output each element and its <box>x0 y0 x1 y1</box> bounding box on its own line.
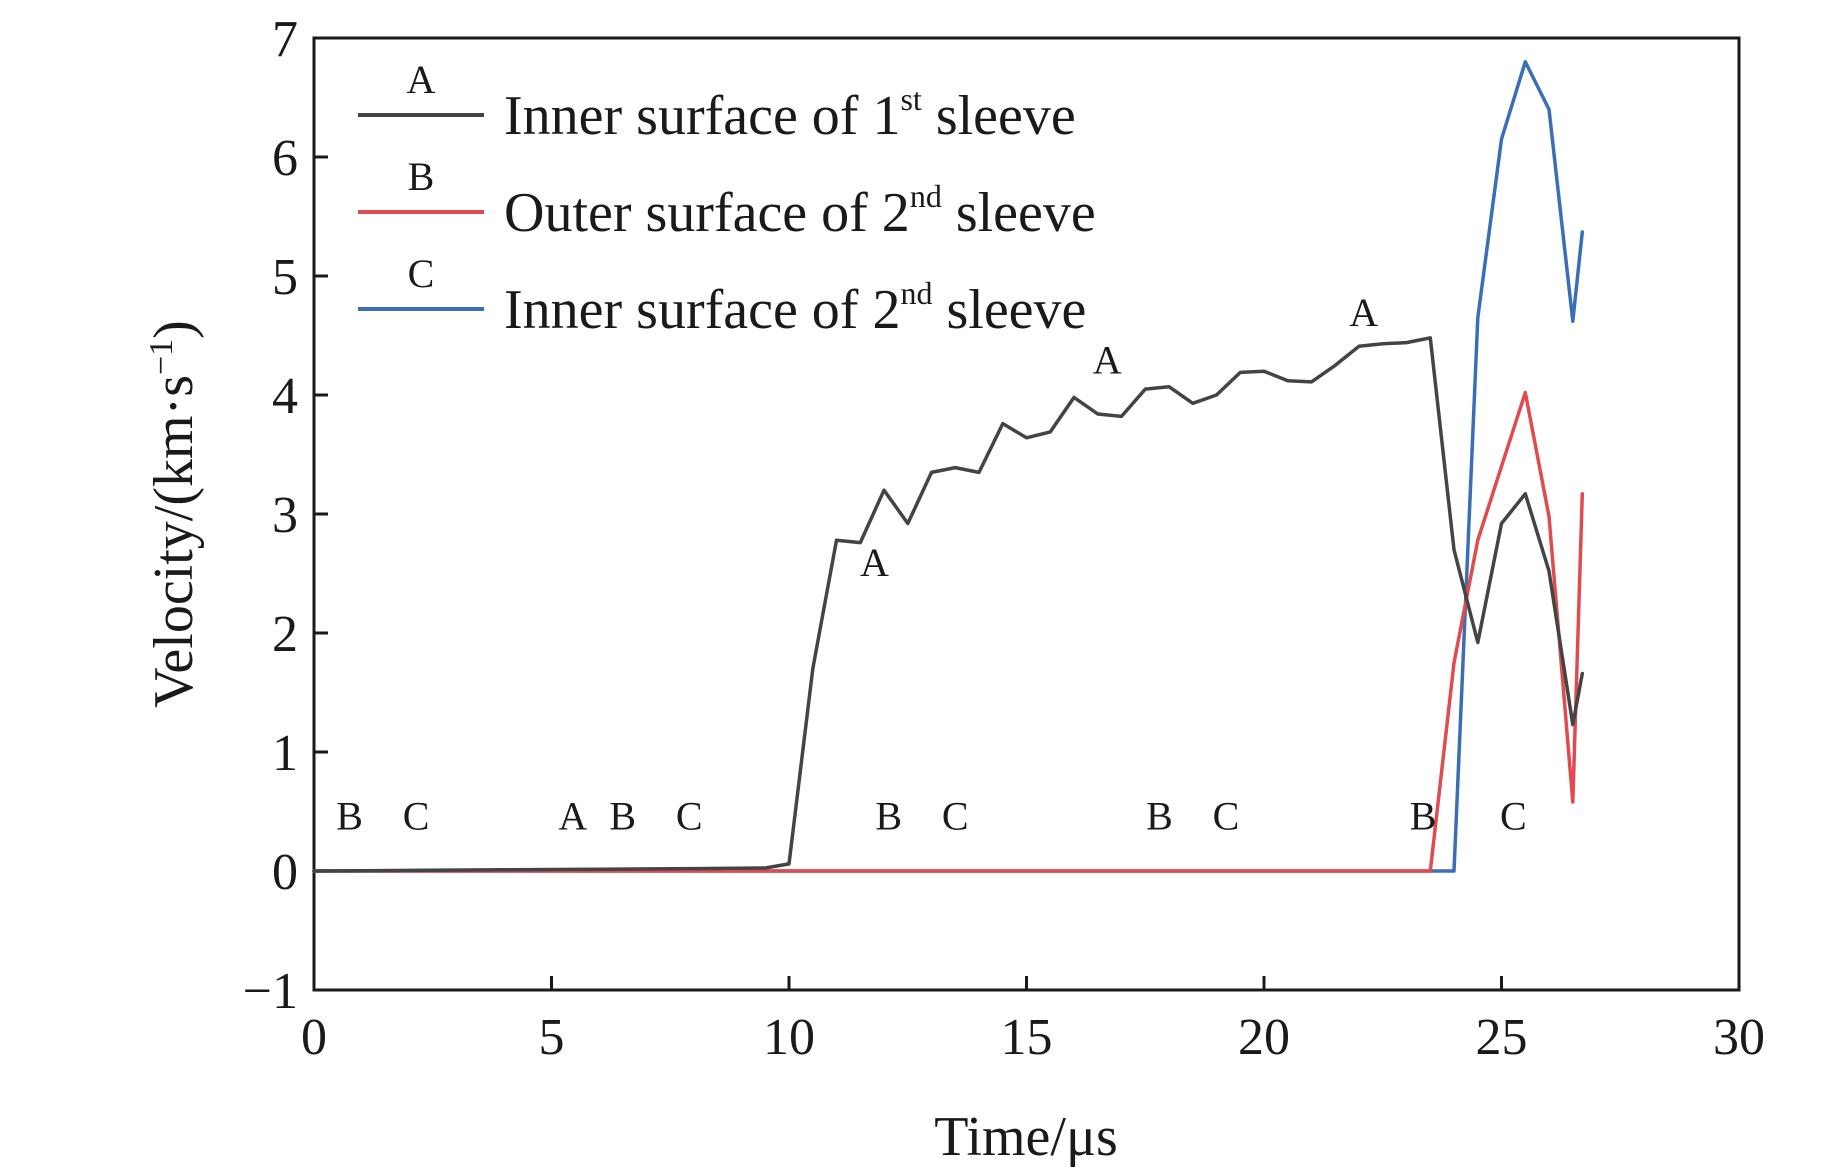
y-tick-label: 1 <box>272 725 298 782</box>
series-line-b <box>312 390 1585 873</box>
y-tick-label: 2 <box>272 606 298 663</box>
y-axis-title-main: Velocity/(km·s <box>143 375 205 708</box>
annotation-label: B <box>609 793 636 838</box>
annotation-label: C <box>942 793 969 838</box>
y-axis-title: Velocity/(km·s−1) <box>143 320 205 708</box>
x-tick-label: 10 <box>763 1009 815 1066</box>
x-tick-label: 15 <box>1001 1009 1053 1066</box>
x-tick-label: 25 <box>1476 1009 1528 1066</box>
series-line-c <box>312 60 1585 873</box>
legend-label-c: Inner surface of 2nd sleeve <box>504 275 1086 341</box>
legend-key-c: C <box>408 251 435 296</box>
y-tick-label: 3 <box>272 487 298 544</box>
y-axis-title-sup: −1 <box>143 339 180 375</box>
y-axis-title-close: ) <box>143 320 205 339</box>
y-tick-label: 6 <box>272 130 298 187</box>
annotation-label: B <box>336 793 363 838</box>
y-tick-label: −1 <box>243 963 298 1020</box>
annotation-label: B <box>1410 793 1437 838</box>
x-tick-label: 20 <box>1238 1009 1290 1066</box>
x-tick-label: 5 <box>539 1009 565 1066</box>
legend: A Inner surface of 1st sleeve B Outer surfa… <box>358 57 1096 341</box>
annotation-label: B <box>875 793 902 838</box>
annotation-label: C <box>1213 793 1240 838</box>
series-layer <box>312 60 1585 873</box>
y-tick-label: 5 <box>272 249 298 306</box>
x-axis-title: Time/μs <box>934 1106 1118 1168</box>
y-tick-label: 4 <box>272 368 298 425</box>
x-axis-ticks: 0 5 10 15 20 25 30 <box>301 976 1765 1066</box>
y-tick-label: 7 <box>272 11 298 68</box>
annotation-label: A <box>860 540 889 585</box>
legend-key-b: B <box>408 154 435 199</box>
annotation-label: C <box>403 793 430 838</box>
legend-label-a: Inner surface of 1st sleeve <box>504 81 1076 147</box>
annotation-label: B <box>1146 793 1173 838</box>
annotation-label: C <box>676 793 703 838</box>
x-tick-label: 30 <box>1713 1009 1765 1066</box>
annotation-label: C <box>1500 793 1527 838</box>
annotation-label: A <box>1349 290 1378 335</box>
x-tick-label: 0 <box>301 1009 327 1066</box>
plot-frame <box>312 36 1741 992</box>
legend-label-b: Outer surface of 2nd sleeve <box>504 178 1096 244</box>
series-line-a <box>312 336 1585 873</box>
legend-key-a: A <box>407 57 436 102</box>
y-axis-ticks: −1 0 1 2 3 4 5 6 7 <box>243 11 328 1020</box>
annotation-label: A <box>1093 338 1122 383</box>
annotation-label: A <box>558 793 587 838</box>
y-tick-label: 0 <box>272 844 298 901</box>
